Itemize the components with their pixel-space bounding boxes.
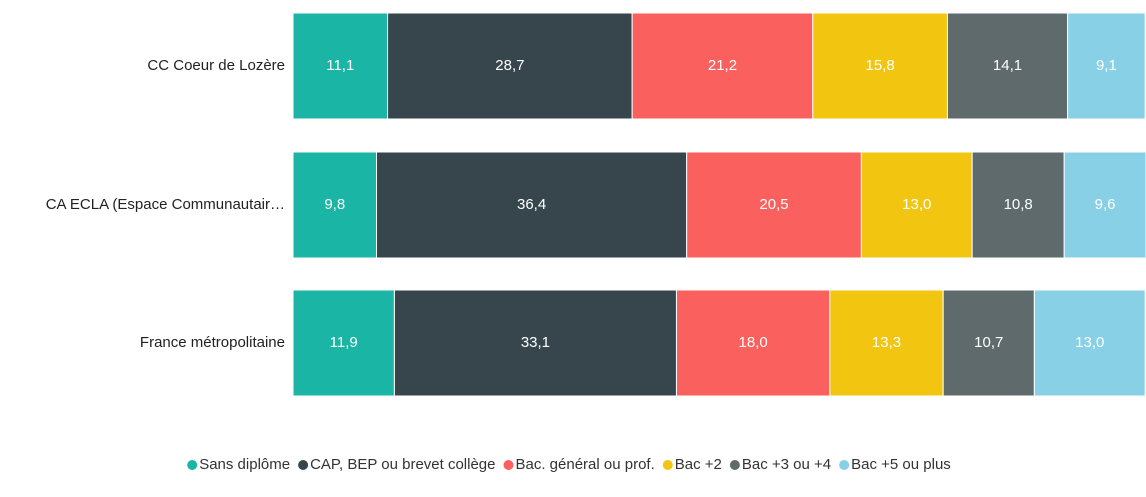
value-label: 36,4 [517, 196, 546, 213]
bar-segment [292, 289, 395, 397]
legend-label: Bac +2 [675, 456, 722, 473]
value-label: 14,1 [993, 57, 1022, 74]
bar-segment [860, 151, 973, 259]
bar-segment [1067, 12, 1146, 120]
value-label: 13,0 [902, 196, 931, 213]
value-label: 9,8 [324, 196, 345, 213]
value-label: 11,1 [326, 57, 354, 74]
bar-segment [376, 151, 688, 259]
bar-segment [686, 151, 862, 259]
legend-marker [839, 460, 850, 470]
bar-segment [292, 151, 378, 259]
bar-segment [812, 12, 948, 120]
value-label: 13,3 [872, 334, 901, 351]
bar-segment [393, 289, 677, 397]
legend-label: CAP, BEP ou brevet collège [310, 456, 495, 473]
value-label: 11,9 [330, 334, 358, 351]
bar-segment [387, 12, 633, 120]
legend-marker [298, 460, 309, 470]
bar-segment [942, 289, 1035, 397]
legend-label: Sans diplôme [199, 456, 290, 473]
value-label: 10,7 [974, 334, 1003, 351]
legend-marker [187, 460, 198, 470]
legend-label: Bac. général ou prof. [516, 456, 655, 473]
legend-label: Bac +5 ou plus [851, 456, 951, 473]
value-label: 13,0 [1075, 334, 1104, 351]
value-label: 15,8 [866, 57, 895, 74]
value-label: 10,8 [1004, 196, 1033, 213]
value-label: 20,5 [759, 196, 788, 213]
legend-label: Bac +3 ou +4 [742, 456, 831, 473]
legend-marker [503, 460, 514, 470]
value-label: 33,1 [521, 334, 550, 351]
value-label: 28,7 [495, 57, 524, 74]
bar-segment [631, 12, 814, 120]
value-label: 9,1 [1096, 57, 1117, 74]
value-label: 21,2 [708, 57, 737, 74]
bar-segment [292, 12, 389, 120]
bar-segment [946, 12, 1069, 120]
bar-segment [1033, 289, 1146, 397]
category-label: CC Coeur de Lozère [147, 57, 285, 74]
legend-marker [729, 460, 740, 470]
value-label: 18,0 [739, 334, 768, 351]
category-label: France métropolitaine [140, 334, 285, 351]
bar-segment [675, 289, 831, 397]
category-label: CA ECLA (Espace Communautair… [46, 196, 285, 213]
value-label: 9,6 [1095, 196, 1116, 213]
legend-marker [662, 460, 673, 470]
bar-segment [1063, 151, 1146, 259]
